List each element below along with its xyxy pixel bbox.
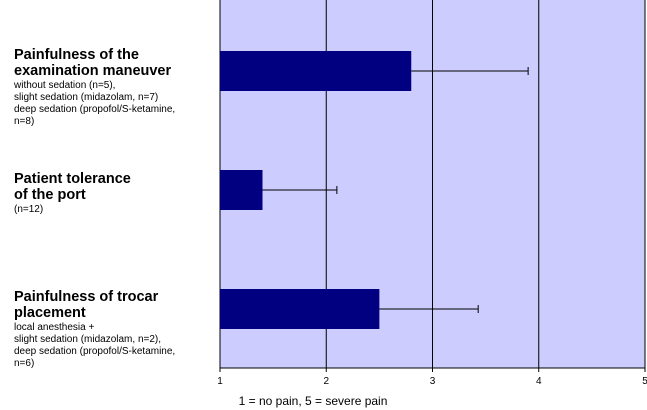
tick-label: 4 <box>536 376 542 387</box>
tick-label: 2 <box>323 376 329 387</box>
bar <box>220 289 380 329</box>
category-label-examination: Painfulness of the examination maneuver … <box>14 47 220 128</box>
error-bars <box>262 67 529 313</box>
category-title: Patient tolerance of the port <box>14 171 131 203</box>
x-axis-label: 1 = no pain, 5 = severe pain <box>239 394 388 408</box>
category-subtitle: without sedation (n=5), slight sedation … <box>14 80 176 127</box>
tick-label: 3 <box>430 376 436 387</box>
x-axis-ticks: 1 2 3 4 5 <box>217 368 647 387</box>
category-title: Painfulness of trocar placement <box>14 289 159 321</box>
category-title: Painfulness of the examination maneuver <box>14 47 172 79</box>
category-subtitle: local anesthesia + slight sedation (mida… <box>14 322 176 369</box>
bars <box>220 51 412 329</box>
category-label-trocar: Painfulness of trocar placement local an… <box>14 289 220 370</box>
category-label-port-tolerance: Patient tolerance of the port (n=12) <box>14 171 220 216</box>
tick-label: 5 <box>642 376 647 387</box>
bar <box>220 170 263 210</box>
tick-label: 1 <box>217 376 223 387</box>
bar <box>220 51 412 91</box>
category-subtitle: (n=12) <box>14 204 44 215</box>
